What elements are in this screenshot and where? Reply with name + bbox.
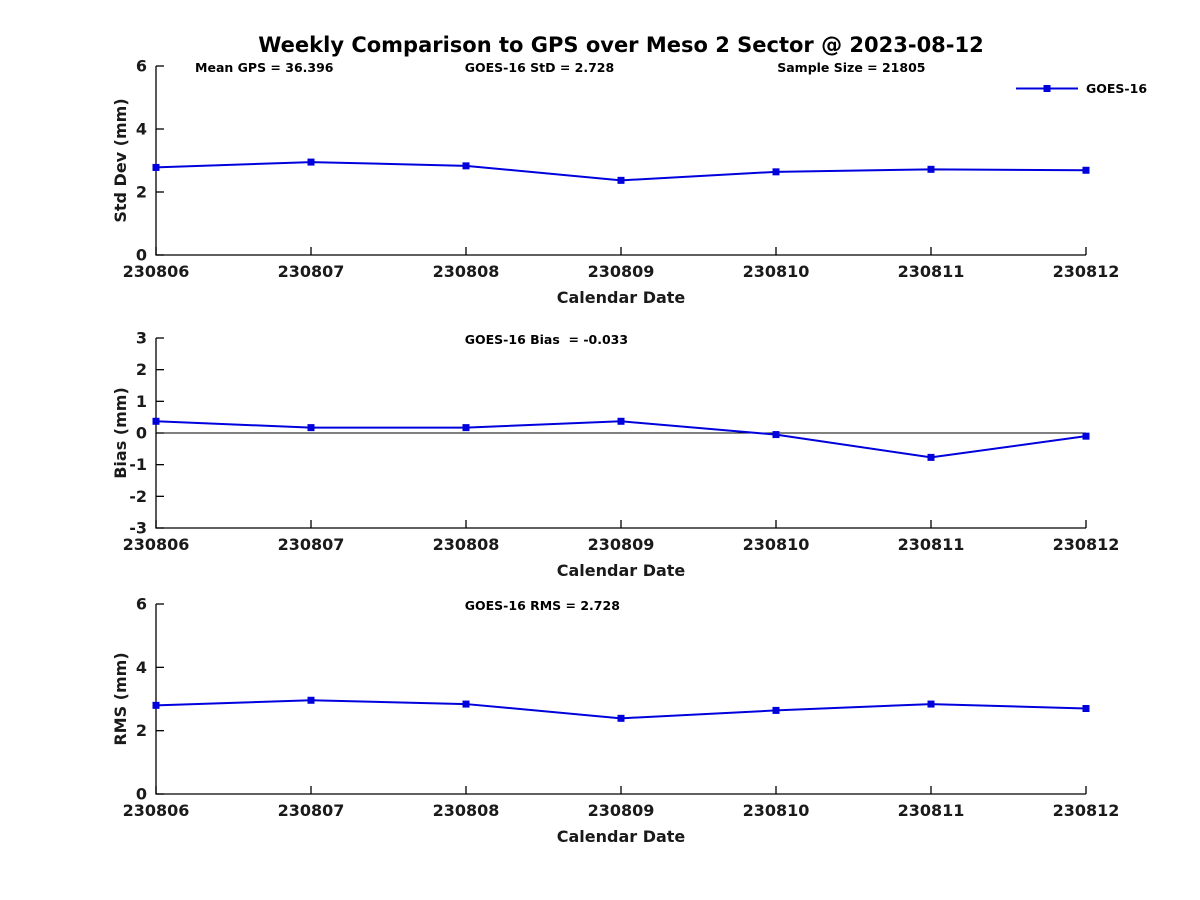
data-point-marker: [927, 453, 935, 461]
figure-title: Weekly Comparison to GPS over Meso 2 Sec…: [258, 33, 984, 57]
stat-annotation: GOES-16 StD = 2.728: [465, 60, 614, 75]
axis-spines: [155, 604, 1086, 795]
stat-annotation: GOES-16 RMS = 2.728: [465, 598, 620, 613]
y-tick-label: 6: [136, 595, 147, 614]
data-point-marker: [1082, 705, 1090, 712]
y-tick-label: 1: [136, 392, 147, 411]
y-tick-label: 0: [136, 246, 147, 265]
x-tick-label: 230811: [898, 535, 965, 554]
x-tick-label: 230807: [278, 535, 345, 554]
x-tick-label: 230807: [278, 801, 345, 820]
x-tick-label: 230806: [123, 801, 190, 820]
x-tick-label: 230810: [743, 262, 810, 281]
y-tick-label: 4: [136, 120, 147, 139]
y-axis-title: Std Dev (mm): [111, 98, 130, 222]
x-tick-label: 230812: [1053, 801, 1120, 820]
y-tick-label: -3: [129, 519, 147, 538]
x-tick-label: 230806: [123, 535, 190, 554]
x-axis-title: Calendar Date: [557, 561, 686, 580]
x-axis-title: Calendar Date: [557, 288, 686, 307]
data-point-marker: [307, 158, 315, 166]
stat-annotation: GOES-16 Bias = -0.033: [465, 332, 628, 347]
data-point-marker: [462, 162, 470, 170]
data-point-marker: [772, 168, 780, 176]
x-tick-label: 230810: [743, 801, 810, 820]
y-tick-label: 2: [136, 360, 147, 379]
x-tick-label: 230809: [588, 801, 655, 820]
x-tick-label: 230812: [1053, 535, 1120, 554]
y-tick-label: 2: [136, 721, 147, 740]
y-tick-label: 0: [136, 424, 147, 443]
x-tick-label: 230809: [588, 535, 655, 554]
data-point-marker: [617, 417, 625, 425]
axis-spines: [155, 66, 1086, 256]
y-tick-label: 2: [136, 183, 147, 202]
y-axis-title: RMS (mm): [111, 652, 130, 745]
x-tick-label: 230811: [898, 801, 965, 820]
y-tick-label: -1: [129, 455, 147, 474]
data-point-marker: [1082, 432, 1090, 440]
data-line: [155, 420, 1087, 459]
data-point-marker: [927, 165, 935, 173]
y-tick-label: 4: [136, 658, 147, 677]
data-point-marker: [307, 696, 315, 704]
data-point-marker: [152, 417, 160, 425]
data-point-marker: [772, 706, 780, 714]
stat-annotation: Mean GPS = 36.396: [195, 60, 334, 75]
data-point-marker: [617, 714, 625, 722]
data-point-marker: [152, 701, 160, 709]
x-tick-label: 230809: [588, 262, 655, 281]
data-point-marker: [1082, 166, 1090, 174]
x-tick-label: 230807: [278, 262, 345, 281]
x-tick-label: 230806: [123, 262, 190, 281]
data-point-marker: [617, 176, 625, 184]
data-point-marker: [152, 163, 160, 171]
data-point-marker: [462, 424, 470, 432]
data-point-marker: [462, 700, 470, 708]
x-tick-label: 230808: [433, 535, 500, 554]
data-point-marker: [927, 700, 935, 708]
y-tick-label: 3: [136, 329, 147, 348]
legend-marker: [1043, 85, 1051, 92]
stat-annotation: Sample Size = 21805: [777, 60, 925, 75]
x-tick-label: 230811: [898, 262, 965, 281]
y-tick-label: -2: [129, 487, 147, 506]
y-tick-label: 0: [136, 785, 147, 804]
data-point-marker: [772, 431, 780, 439]
x-tick-label: 230812: [1053, 262, 1120, 281]
y-axis-title: Bias (mm): [111, 387, 130, 479]
x-tick-label: 230810: [743, 535, 810, 554]
legend-label: GOES-16: [1086, 81, 1147, 96]
x-axis-title: Calendar Date: [557, 827, 686, 846]
data-point-marker: [307, 424, 315, 432]
y-tick-label: 6: [136, 57, 147, 76]
x-tick-label: 230808: [433, 262, 500, 281]
x-tick-label: 230808: [433, 801, 500, 820]
